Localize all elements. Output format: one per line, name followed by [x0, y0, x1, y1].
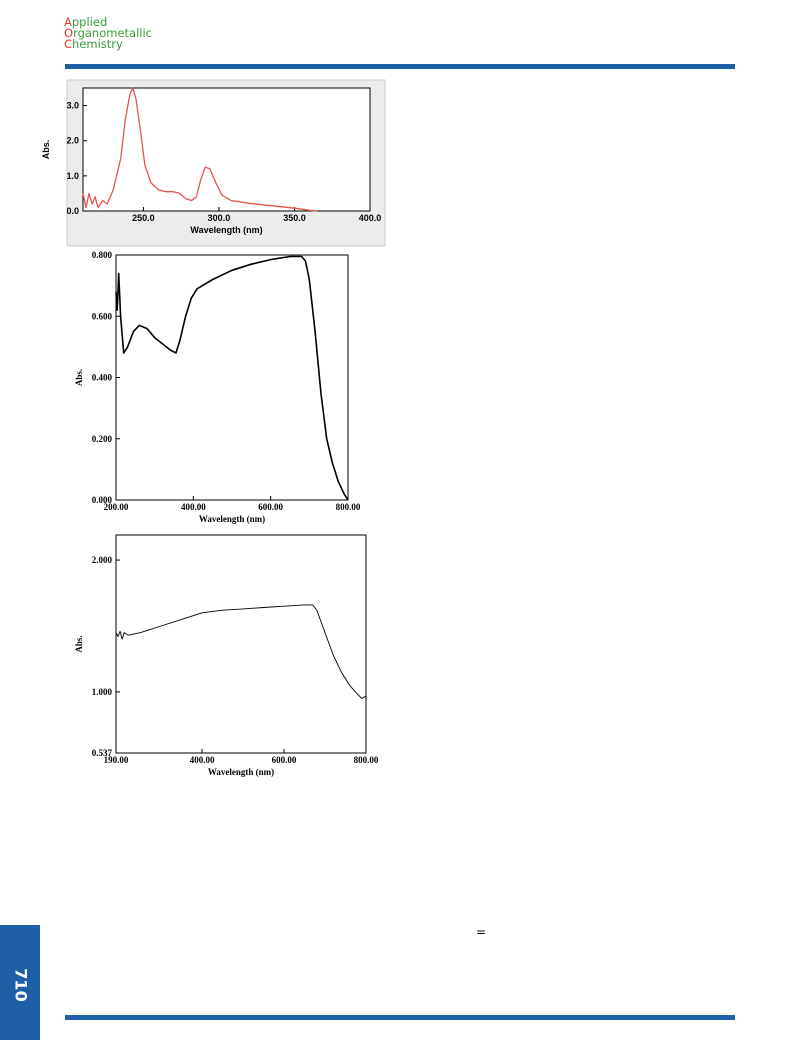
spectrum-line	[82, 87, 318, 212]
journal-name: Applied Organometallic Chemistry	[64, 15, 153, 51]
y-tick-label: 1.0	[66, 171, 79, 181]
y-tick-label: 3.0	[66, 101, 79, 111]
y-tick-label: 1.000	[92, 687, 113, 697]
spectrum-line	[115, 604, 367, 699]
x-tick-label: 600.00	[258, 502, 283, 512]
symbol: =	[476, 925, 486, 939]
x-axis-label: Wavelength (nm)	[190, 225, 262, 235]
journal-line: Applied	[64, 15, 108, 29]
top-rule	[65, 64, 735, 69]
chart: 200.00 400.00 600.00 800.00 0.000 0.200 0.400 0…	[74, 250, 361, 524]
x-tick-label: 200.00	[104, 502, 129, 512]
x-tick-label: 300.0	[208, 213, 231, 223]
x-tick-label: 350.0	[283, 213, 306, 223]
plot-area	[82, 87, 371, 212]
x-tick-label: 400.0	[359, 213, 382, 223]
y-tick-label: 0.537	[92, 748, 113, 758]
x-tick-label: 800.00	[354, 755, 379, 765]
y-tick-label: 0.000	[92, 495, 113, 505]
y-axis-label: Abs.	[41, 140, 51, 160]
chart: 250.0 300.0 350.0 400.0 0.0 1.0 2.0 3.0 Waveleng…	[41, 87, 382, 235]
page-tab	[0, 925, 40, 1040]
bottom-rule	[65, 1015, 735, 1020]
journal-line: Chemistry	[64, 37, 123, 51]
y-tick-label: 2.000	[92, 555, 113, 565]
journal-line: Organometallic	[64, 26, 153, 40]
y-tick-label: 0.600	[92, 311, 113, 321]
chart: 190.00 400.00 600.00 800.00 0.537 1.000 2.000 W…	[74, 534, 379, 777]
y-tick-label: 0.400	[92, 373, 113, 383]
plot-area	[115, 254, 349, 501]
x-axis-label: Wavelength (nm)	[208, 767, 274, 777]
y-tick-label: 0.200	[92, 434, 113, 444]
plot-area	[115, 534, 367, 754]
spectrum-line	[115, 255, 349, 501]
x-tick-label: 600.00	[272, 755, 297, 765]
x-tick-label: 400.00	[190, 755, 215, 765]
y-tick-label: 0.800	[92, 250, 113, 260]
x-tick-label: 190.00	[104, 755, 129, 765]
x-tick-label: 400.00	[181, 502, 206, 512]
x-tick-label: 800.00	[336, 502, 361, 512]
y-tick-label: 0.0	[66, 206, 79, 216]
y-axis-label: Abs.	[74, 635, 84, 652]
x-tick-label: 250.0	[132, 213, 155, 223]
page-number: 710	[12, 968, 31, 1001]
y-axis-label: Abs.	[74, 369, 84, 386]
y-tick-label: 2.0	[66, 136, 79, 146]
x-axis-label: Wavelength (nm)	[199, 514, 265, 524]
